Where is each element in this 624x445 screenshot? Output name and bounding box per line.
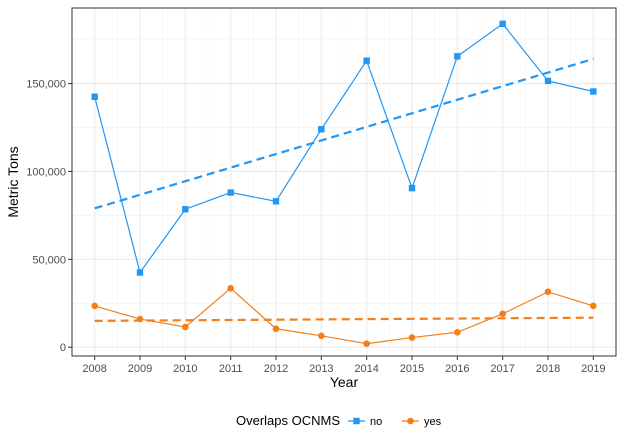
data-point-no xyxy=(272,198,280,205)
x-tick-label: 2009 xyxy=(128,363,152,375)
x-tick-label: 2017 xyxy=(490,363,514,375)
data-point-yes xyxy=(499,310,506,318)
y-tick-label: 50,000 xyxy=(32,254,66,266)
legend-title: Overlaps OCNMS xyxy=(236,413,340,428)
data-point-no xyxy=(363,57,370,64)
data-point-yes xyxy=(272,325,280,333)
trend-lines xyxy=(94,57,594,322)
plot-border xyxy=(71,7,617,357)
data-point-no xyxy=(544,77,552,85)
x-tick-label: 2015 xyxy=(400,363,424,375)
x-axis-title: Year xyxy=(330,374,359,390)
series-line-yes xyxy=(94,287,594,345)
data-point-no xyxy=(136,269,144,276)
data-point-yes xyxy=(182,323,189,331)
y-axis-title: Metric Tons xyxy=(5,146,21,217)
legend-label-yes: yes xyxy=(424,416,442,428)
legend-keys: no yes xyxy=(348,416,442,428)
x-tick-label: 2016 xyxy=(445,363,469,375)
data-point-no xyxy=(590,88,597,95)
y-tick-label: 0 xyxy=(60,342,66,354)
data-point-no xyxy=(227,189,234,196)
data-point-yes xyxy=(318,332,325,340)
data-point-yes xyxy=(408,334,416,341)
x-tick-label: 2012 xyxy=(264,363,288,375)
trend-line-yes xyxy=(94,316,594,322)
series-lines xyxy=(94,22,594,345)
x-tick-label: 2008 xyxy=(82,363,106,375)
data-point-yes xyxy=(454,328,461,336)
data-point-yes xyxy=(91,302,98,310)
data-point-no xyxy=(91,93,98,100)
data-point-no xyxy=(454,53,461,60)
data-points xyxy=(91,20,597,347)
series-line-no xyxy=(94,22,594,274)
x-axis: 2008 2009 2010 2011 2012 2013 2014 2015 2016 2017… xyxy=(82,356,606,375)
y-tick-label: 100,000 xyxy=(26,166,66,178)
data-point-no xyxy=(408,184,416,192)
x-tick-label: 2013 xyxy=(309,363,333,375)
data-point-no xyxy=(318,126,325,133)
data-point-yes xyxy=(544,288,552,296)
legend-key-marker-no xyxy=(353,417,360,425)
x-tick-label: 2010 xyxy=(173,363,197,375)
trend-line-no xyxy=(94,57,594,210)
data-point-yes xyxy=(590,302,597,310)
legend-label-no: no xyxy=(370,416,382,428)
data-point-no xyxy=(499,20,506,28)
y-tick-label: 150,000 xyxy=(26,79,66,91)
legend: Overlaps OCNMS no yes xyxy=(236,413,442,428)
data-point-yes xyxy=(136,315,144,323)
x-tick-label: 2018 xyxy=(536,363,560,375)
data-point-yes xyxy=(227,285,234,292)
x-tick-label: 2019 xyxy=(581,363,605,375)
legend-key-marker-yes xyxy=(407,417,414,425)
x-tick-label: 2011 xyxy=(219,363,243,375)
y-axis: 0 50,000 100,000 150,000 xyxy=(26,79,72,354)
x-tick-label: 2014 xyxy=(354,363,378,375)
data-point-no xyxy=(182,206,189,213)
data-point-yes xyxy=(363,340,370,347)
